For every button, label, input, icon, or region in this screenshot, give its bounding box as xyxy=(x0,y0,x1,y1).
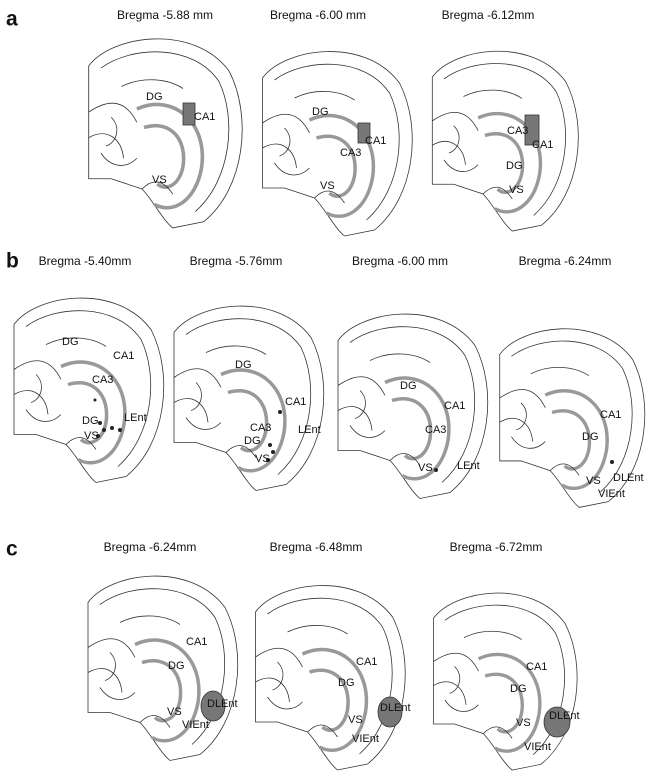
section-title: Bregma -5.76mm xyxy=(190,254,283,268)
region-label: DG xyxy=(168,660,185,672)
region-label: CA1 xyxy=(285,396,306,408)
region-label: VS xyxy=(348,714,363,726)
region-label: CA1 xyxy=(444,400,465,412)
region-label: VS xyxy=(152,174,167,186)
region-label: CA3 xyxy=(507,125,528,137)
brain-section xyxy=(431,591,579,772)
region-label: VIEnt xyxy=(352,733,379,745)
region-label: CA3 xyxy=(92,374,113,386)
section-title: Bregma -5.88 mm xyxy=(117,8,213,22)
recording-area xyxy=(200,690,226,722)
section-title: Bregma -6.12mm xyxy=(442,8,535,22)
region-label: DG xyxy=(244,435,261,447)
brain-section xyxy=(430,49,581,233)
region-label: CA1 xyxy=(113,350,134,362)
section-title: Bregma -6.00 mm xyxy=(270,8,366,22)
region-label: CA3 xyxy=(340,147,361,159)
region-label: DG xyxy=(312,106,329,118)
region-label: VS xyxy=(509,184,524,196)
region-label: CA1 xyxy=(356,656,377,668)
region-label: DG xyxy=(400,380,417,392)
region-label: DG xyxy=(582,431,599,443)
region-label: VS xyxy=(516,717,531,729)
brain-section xyxy=(253,583,408,772)
region-label: DG xyxy=(62,336,79,348)
region-label: CA1 xyxy=(532,139,553,151)
region-label: CA1 xyxy=(365,135,386,147)
recording-area xyxy=(182,102,196,126)
region-label: CA3 xyxy=(425,424,446,436)
region-label: DG xyxy=(510,683,527,695)
region-label: VS xyxy=(586,475,601,487)
region-label: VIEnt xyxy=(524,741,551,753)
region-label: DG xyxy=(338,677,355,689)
region-label: CA1 xyxy=(194,111,215,123)
recording-area xyxy=(543,706,571,738)
region-label: VS xyxy=(255,453,270,465)
section-title: Bregma -6.48mm xyxy=(270,540,363,554)
section-title: Bregma -6.24mm xyxy=(519,254,612,268)
brain-section xyxy=(12,296,166,485)
brain-section xyxy=(86,574,240,763)
recording-area xyxy=(524,114,540,146)
region-label: VIEnt xyxy=(598,488,625,500)
recording-area xyxy=(357,122,371,144)
region-label: CA3 xyxy=(250,422,271,434)
region-label: DG xyxy=(506,160,523,172)
region-label: DLEnt xyxy=(549,710,580,722)
panel-label: b xyxy=(6,250,19,273)
region-label: VS xyxy=(84,430,99,442)
region-label: VS xyxy=(167,706,182,718)
panel-label: a xyxy=(6,8,18,31)
section-title: Bregma -6.72mm xyxy=(450,540,543,554)
brain-section xyxy=(86,37,244,230)
recording-area xyxy=(377,696,403,728)
region-label: DG xyxy=(235,359,252,371)
region-label: DLEnt xyxy=(207,698,238,710)
region-label: VS xyxy=(320,180,335,192)
region-label: CA1 xyxy=(600,409,621,421)
section-title: Bregma -6.00 mm xyxy=(352,254,448,268)
panel-label: c xyxy=(6,538,18,561)
region-label: CA1 xyxy=(186,636,207,648)
region-label: CA1 xyxy=(526,661,547,673)
region-label: DG xyxy=(146,91,163,103)
region-label: LEnt xyxy=(124,412,147,424)
region-label: LEnt xyxy=(298,424,321,436)
section-title: Bregma -6.24mm xyxy=(104,540,197,554)
region-label: VIEnt xyxy=(182,719,209,731)
electrode-sites xyxy=(93,398,614,472)
brain-section xyxy=(260,49,415,238)
region-label: DLEnt xyxy=(613,472,644,484)
region-label: DG xyxy=(82,415,99,427)
section-title: Bregma -5.40mm xyxy=(39,254,132,268)
region-label: DLEnt xyxy=(380,702,411,714)
region-label: VS xyxy=(418,462,433,474)
region-label: LEnt xyxy=(457,460,480,472)
